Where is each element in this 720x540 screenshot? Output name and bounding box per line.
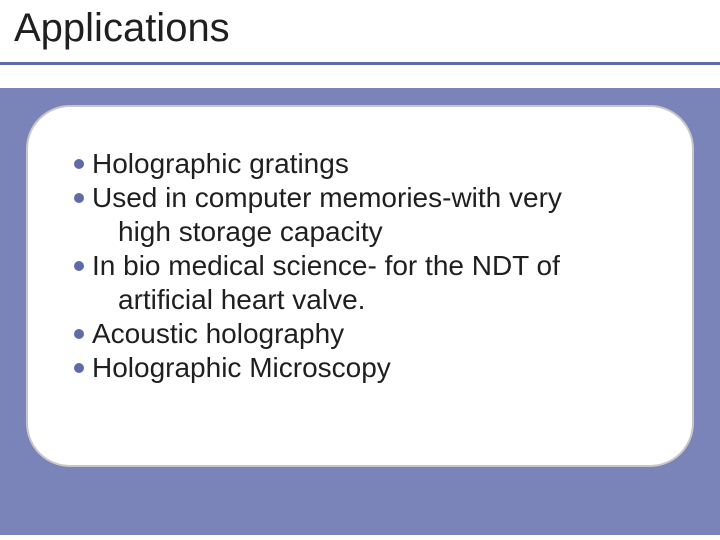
- bullet-text: Acoustic holography: [92, 318, 344, 349]
- list-item: Holographic Microscopy: [74, 351, 654, 385]
- bullet-text: Holographic gratings: [92, 148, 349, 179]
- bullet-text: Holographic Microscopy: [92, 352, 391, 383]
- bullet-icon: [74, 363, 84, 373]
- bullet-text: high storage capacity: [118, 216, 383, 247]
- bullet-icon: [74, 193, 84, 203]
- list-item: In bio medical science- for the NDT of: [74, 249, 654, 283]
- bullet-text: In bio medical science- for the NDT of: [92, 250, 560, 281]
- list-item: Used in computer memories-with very: [74, 181, 654, 215]
- list-item: Holographic gratings: [74, 147, 654, 181]
- title-area: Applications: [0, 0, 720, 88]
- bullet-icon: [74, 261, 84, 271]
- content-box: Holographic gratings Used in computer me…: [26, 105, 694, 467]
- title-underline: [0, 62, 720, 65]
- bullet-text: artificial heart valve.: [118, 284, 365, 315]
- list-item: Acoustic holography: [74, 317, 654, 351]
- bullet-list: Holographic gratings Used in computer me…: [74, 147, 654, 385]
- list-item-cont: artificial heart valve.: [74, 283, 654, 317]
- slide: Applications Holographic gratings Used i…: [0, 0, 720, 540]
- slide-title: Applications: [14, 6, 230, 51]
- bullet-icon: [74, 329, 84, 339]
- list-item-cont: high storage capacity: [74, 215, 654, 249]
- bullet-icon: [74, 159, 84, 169]
- bullet-text: Used in computer memories-with very: [92, 182, 562, 213]
